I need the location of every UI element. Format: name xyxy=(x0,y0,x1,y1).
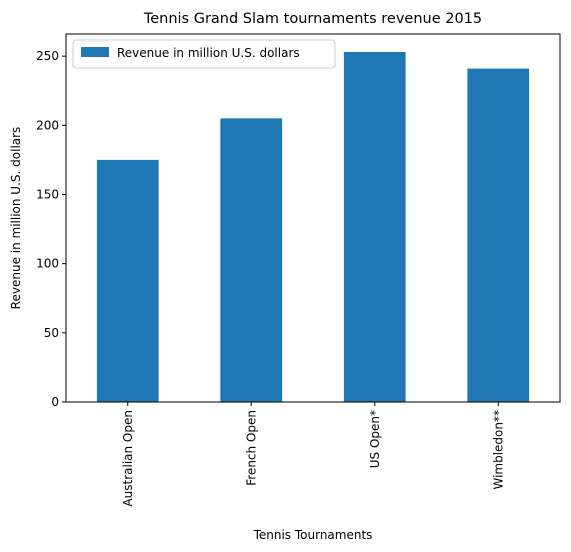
bar-wimbledon xyxy=(467,68,530,403)
legend-swatch xyxy=(81,47,109,57)
plot-frame xyxy=(65,33,561,403)
x-tick-label: US Open* xyxy=(368,410,382,468)
y-axis-label: Revenue in million U.S. dollars xyxy=(9,127,23,310)
y-tick-label: 150 xyxy=(36,187,59,201)
bar-australian-open xyxy=(96,159,159,402)
bars-group xyxy=(96,51,530,403)
legend: Revenue in million U.S. dollars xyxy=(72,39,336,69)
x-tick-label: French Open xyxy=(244,410,258,486)
bar-us-open xyxy=(343,51,406,403)
y-tick-label: 0 xyxy=(51,395,59,409)
x-axis-label: Tennis Tournaments xyxy=(253,528,373,542)
legend-label: Revenue in million U.S. dollars xyxy=(117,46,300,60)
y-tick-label: 100 xyxy=(36,257,59,271)
x-tick-label: Australian Open xyxy=(121,410,135,507)
y-axis-ticks: 0 50 100 150 200 250 xyxy=(36,49,66,409)
y-tick-label: 250 xyxy=(36,49,59,63)
legend-frame xyxy=(72,39,336,69)
bar-french-open xyxy=(220,118,283,402)
x-tick-label: Wimbledon** xyxy=(491,410,505,490)
y-tick-label: 200 xyxy=(36,118,59,132)
x-axis-ticks: Australian Open French Open US Open* Wimble… xyxy=(121,402,505,507)
y-tick-label: 50 xyxy=(44,326,59,340)
chart-title: Tennis Grand Slam tournaments revenue 20… xyxy=(143,11,482,27)
